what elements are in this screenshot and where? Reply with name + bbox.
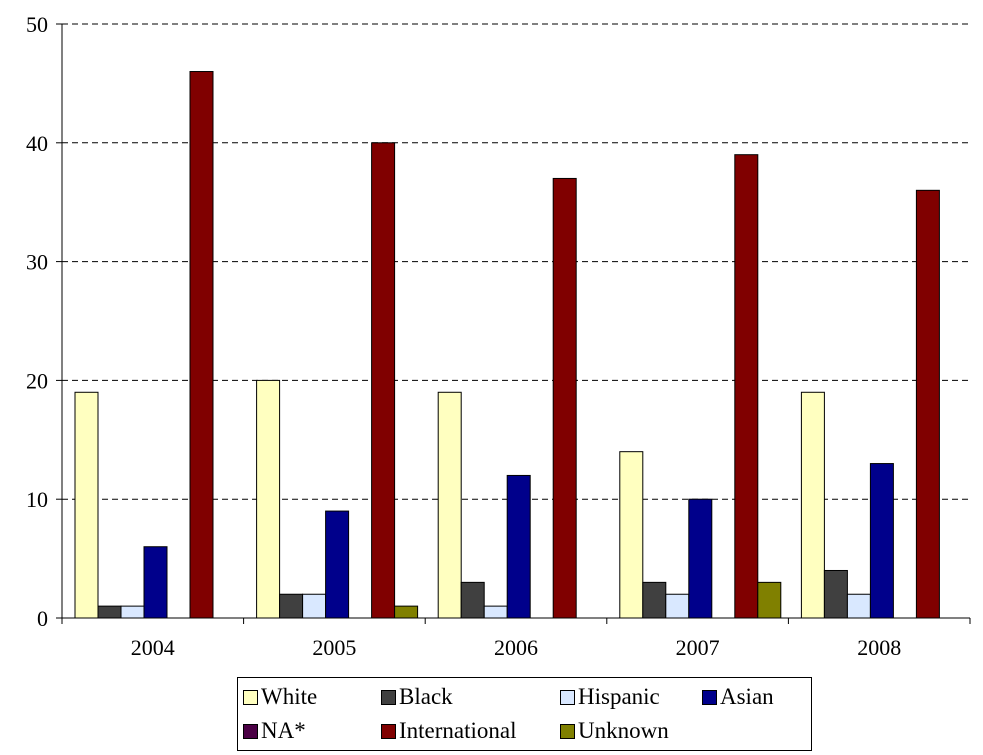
legend-item: Unknown: [560, 716, 669, 746]
bar-hispanic-2006: [483, 605, 508, 619]
legend-swatch: [560, 723, 575, 739]
legend-swatch: [243, 689, 258, 705]
y-tick-label: 10: [26, 487, 48, 512]
legend-label: NA*: [261, 718, 306, 743]
bar-asian-2004: [143, 546, 168, 619]
legend-item: Black: [381, 682, 453, 712]
bar-unknown-2005: [394, 605, 419, 619]
bar-black-2008: [823, 569, 848, 619]
bar-hispanic-2008: [846, 593, 871, 619]
bar-hispanic-2004: [120, 605, 145, 619]
bar-white-2006: [437, 391, 462, 619]
bars: [74, 71, 940, 619]
bar-white-2005: [256, 379, 281, 619]
y-tick-label: 40: [26, 131, 48, 156]
bar-asian-2006: [506, 474, 531, 619]
x-tick-label: 2008: [857, 635, 901, 660]
legend-label: Unknown: [578, 718, 669, 743]
bar-international-2007: [734, 154, 759, 619]
legend-label: International: [399, 718, 517, 743]
bar-international-2008: [915, 189, 940, 619]
x-tick-label: 2006: [494, 635, 538, 660]
legend: White Black Hispanic Asian NA* International U…: [237, 677, 812, 751]
bar-international-2004: [189, 71, 214, 619]
x-tick-label: 2007: [676, 635, 720, 660]
y-tick-label: 20: [26, 368, 48, 393]
bar-white-2007: [619, 451, 644, 619]
bar-black-2005: [279, 593, 304, 619]
legend-swatch: [560, 689, 575, 705]
bar-black-2007: [642, 581, 667, 619]
legend-label: Hispanic: [578, 684, 660, 709]
x-tick-label: 2005: [312, 635, 356, 660]
legend-item: International: [381, 716, 517, 746]
x-tick-labels: 2004 2005 2006 2007 2008: [131, 635, 901, 660]
bar-unknown-2007: [757, 581, 782, 619]
bar-black-2006: [460, 581, 485, 619]
y-tick-labels: 0 10 20 30 40 50: [26, 12, 48, 631]
bar-hispanic-2005: [302, 593, 327, 619]
legend-swatch: [243, 723, 258, 739]
bar-asian-2008: [869, 463, 894, 619]
legend-item: NA*: [243, 716, 306, 746]
bar-white-2004: [74, 391, 99, 619]
bar-international-2005: [371, 142, 396, 619]
y-tick-label: 0: [37, 606, 48, 631]
legend-swatch: [381, 723, 396, 739]
legend-item: Asian: [702, 682, 774, 712]
legend-label: Asian: [720, 684, 774, 709]
legend-item: Hispanic: [560, 682, 660, 712]
bar-white-2008: [800, 391, 825, 619]
y-tick-label: 30: [26, 250, 48, 275]
legend-swatch: [381, 689, 396, 705]
legend-swatch: [702, 689, 717, 705]
legend-label: White: [261, 684, 318, 709]
legend-item: White: [243, 682, 317, 712]
legend-label: Black: [399, 684, 453, 709]
bar-international-2006: [552, 177, 577, 619]
bar-asian-2007: [688, 498, 713, 619]
axes: [56, 23, 971, 624]
bar-black-2004: [97, 605, 122, 619]
y-tick-label: 50: [26, 12, 48, 37]
x-tick-label: 2004: [131, 635, 175, 660]
bar-asian-2005: [325, 510, 350, 619]
bar-hispanic-2007: [665, 593, 690, 619]
